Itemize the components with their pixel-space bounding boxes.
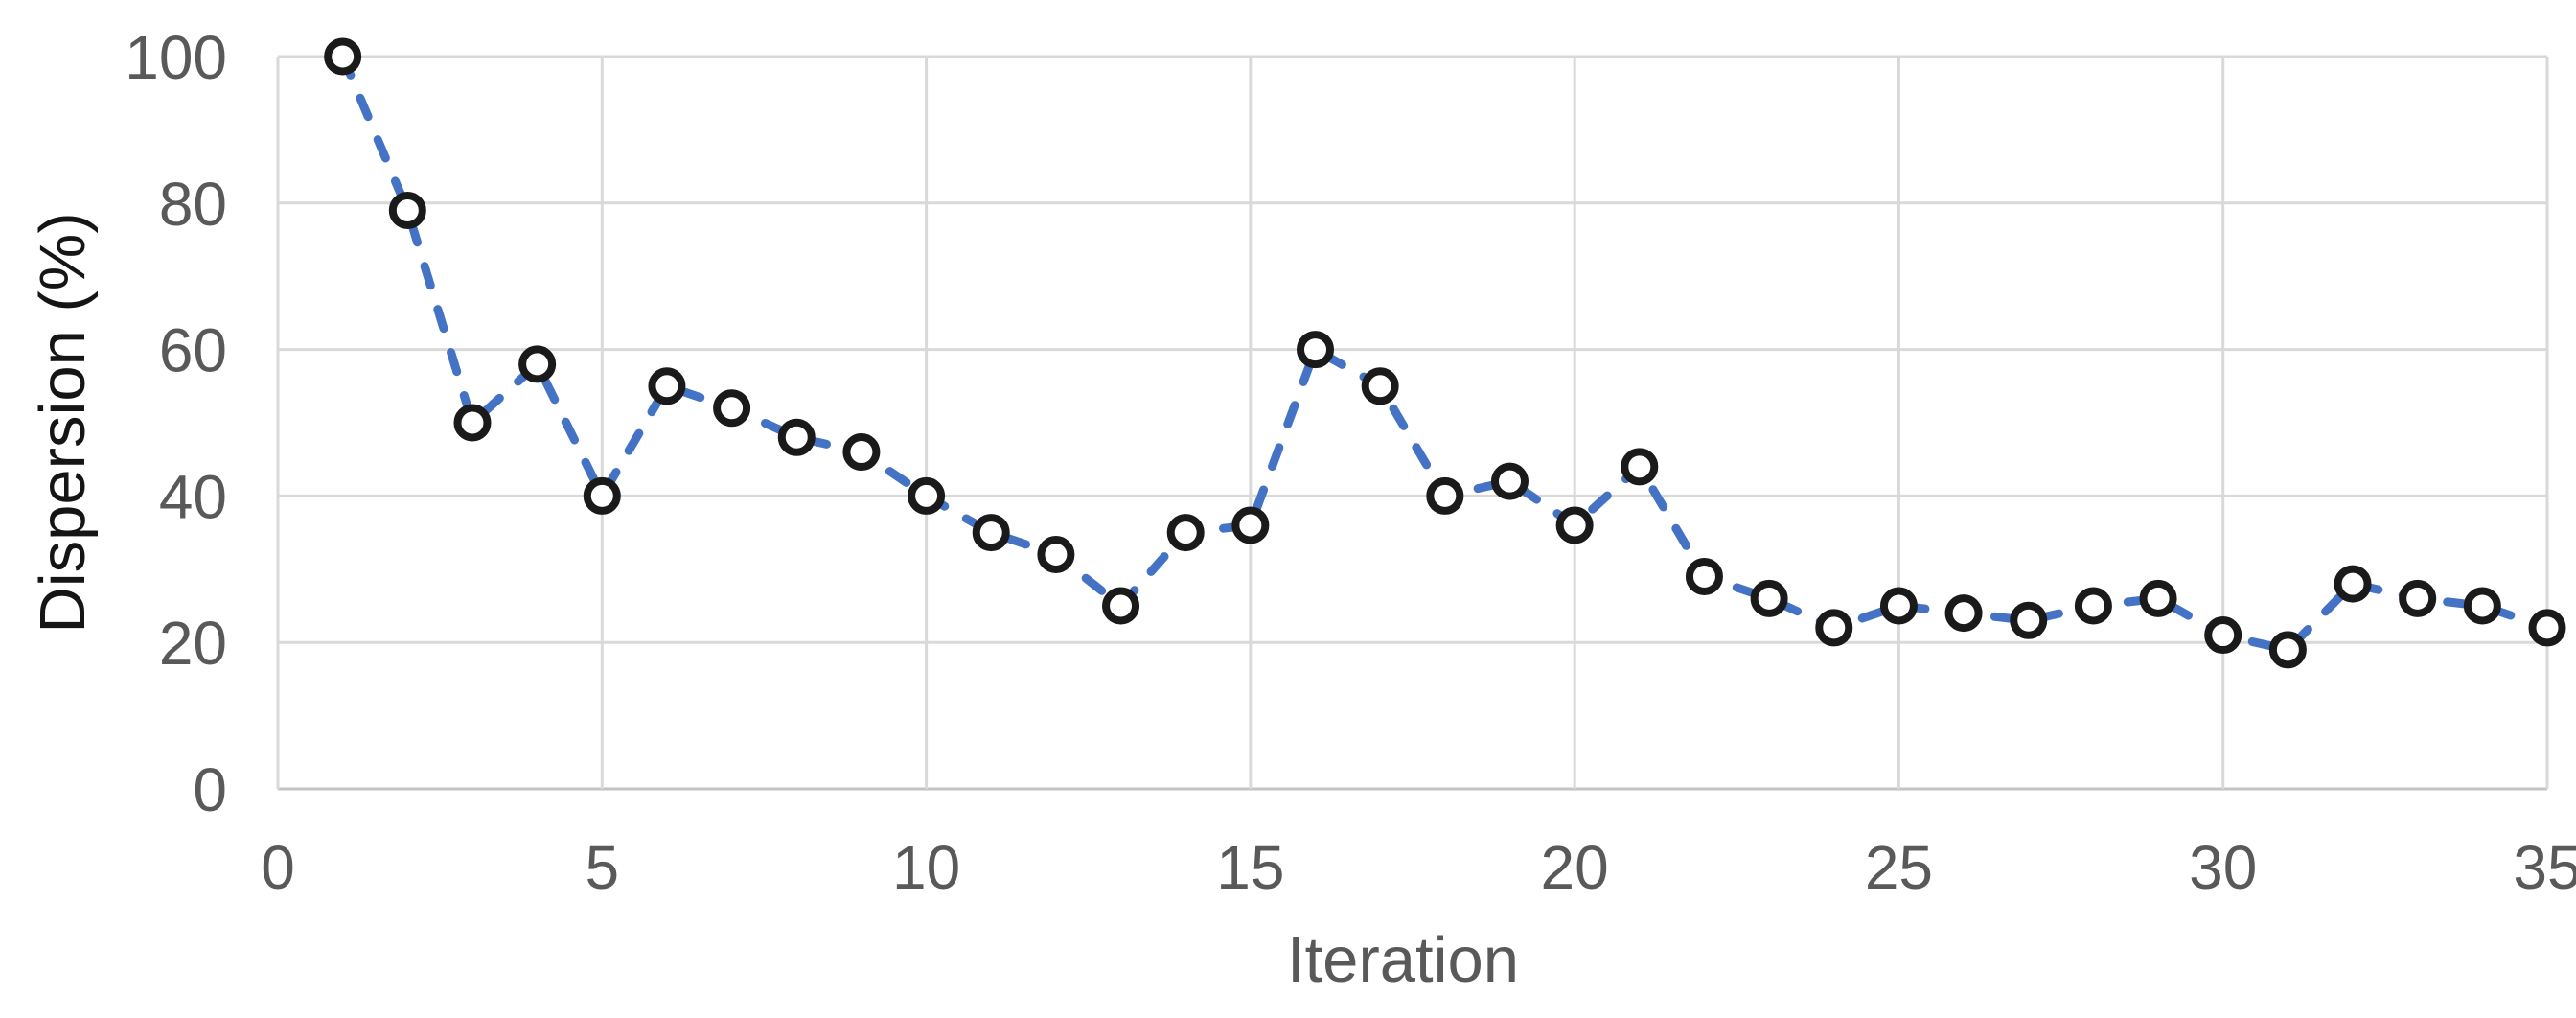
x-tick-label: 35 xyxy=(2513,833,2576,902)
x-tick-label: 30 xyxy=(2189,833,2257,902)
data-point-marker xyxy=(908,476,946,515)
x-axis-title: Iteration xyxy=(1287,924,1519,996)
data-point-marker xyxy=(1490,462,1529,500)
x-tick-label: 25 xyxy=(1865,833,1933,902)
data-point-marker xyxy=(1297,331,1335,369)
y-tick-label: 100 xyxy=(125,23,227,92)
gridlines xyxy=(276,55,2549,791)
data-point-marker xyxy=(1621,448,1659,486)
data-point-marker xyxy=(388,191,426,229)
data-point-marker xyxy=(2528,609,2566,647)
y-axis-title: Dispersion (%) xyxy=(27,212,99,633)
x-tick-label: 5 xyxy=(585,833,619,902)
y-tick-label: 60 xyxy=(159,316,227,385)
data-point-marker xyxy=(1361,367,1399,405)
data-point-marker xyxy=(648,367,686,405)
data-point-marker xyxy=(324,37,362,76)
x-tick-label: 15 xyxy=(1216,833,1284,902)
data-point-marker xyxy=(842,433,881,472)
x-tick-label: 0 xyxy=(261,833,295,902)
x-tick-label: 20 xyxy=(1541,833,1609,902)
data-point-marker xyxy=(777,418,816,456)
data-point-marker xyxy=(583,476,621,515)
y-tick-label: 0 xyxy=(193,755,227,824)
y-tick-labels: 0 20 40 60 80 100 xyxy=(125,23,227,824)
data-point-marker xyxy=(2074,587,2112,625)
y-tick-label: 40 xyxy=(159,462,227,531)
data-point-marker xyxy=(2204,616,2242,655)
data-point-marker xyxy=(518,345,557,383)
data-point-marker xyxy=(1815,609,1853,647)
data-point-marker xyxy=(2334,565,2372,603)
data-point-marker xyxy=(2010,601,2048,639)
data-point-marker xyxy=(1037,536,1075,574)
data-point-marker xyxy=(1231,506,1270,544)
y-tick-label: 20 xyxy=(159,609,227,678)
data-point-marker xyxy=(972,514,1010,552)
x-tick-label: 10 xyxy=(892,833,960,902)
data-point-marker xyxy=(1879,587,1918,625)
data-point-marker xyxy=(2268,631,2307,669)
data-point-marker xyxy=(1166,514,1205,552)
data-point-marker xyxy=(2463,587,2501,625)
data-point-marker xyxy=(1750,579,1788,617)
x-tick-labels: 0 5 10 15 20 25 30 35 xyxy=(261,833,2576,902)
data-point-marker xyxy=(1102,587,1140,625)
data-point-marker xyxy=(453,404,492,442)
data-point-marker xyxy=(1426,476,1464,515)
series-line xyxy=(338,52,2552,655)
marker-layer xyxy=(324,37,2566,669)
data-point-marker xyxy=(2139,579,2177,617)
data-point-marker xyxy=(2399,579,2437,617)
series-layer xyxy=(338,52,2552,655)
data-point-marker xyxy=(1944,594,1983,633)
data-point-marker xyxy=(1555,506,1594,544)
y-tick-label: 80 xyxy=(159,170,227,239)
data-point-marker xyxy=(1685,557,1723,595)
data-point-marker xyxy=(713,389,751,428)
